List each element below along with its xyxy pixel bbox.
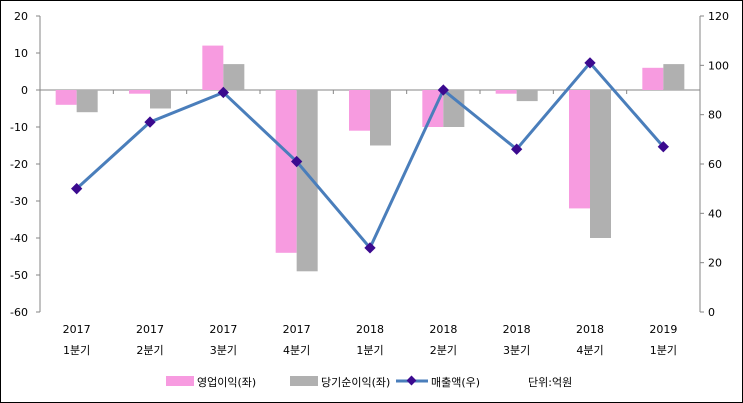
left-tick-label: -10: [10, 121, 28, 134]
legend: 영업이익(좌) 당기순이익(좌) 매출액(우) 단위:억원: [166, 375, 572, 389]
category-quarter-label: 1분기: [356, 344, 383, 357]
bar-net-income: [663, 64, 685, 90]
left-tick-label: 10: [14, 47, 28, 60]
revenue-marker: [511, 143, 523, 155]
left-tick-label: 20: [14, 10, 28, 23]
right-tick-label: 80: [708, 109, 722, 122]
bar-net-income: [516, 90, 538, 102]
left-tick-label: -30: [10, 195, 28, 208]
bar-operating-profit: [349, 90, 370, 131]
revenue-marker: [291, 155, 303, 168]
left-tick-label: -50: [10, 269, 28, 282]
bar-net-income: [443, 90, 465, 127]
bar-net-income: [296, 90, 318, 272]
bar-operating-profit: [202, 45, 224, 90]
right-tick-label: 40: [708, 207, 722, 220]
category-year-label: 2018: [356, 323, 384, 336]
category-quarter-label: 1분기: [650, 344, 677, 357]
category-year-label: 2017: [209, 323, 237, 336]
left-tick-label: 0: [21, 84, 28, 97]
category-year-label: 2018: [429, 323, 457, 336]
legend-marker-revenue: [406, 375, 417, 386]
right-tick-label: 100: [708, 59, 729, 72]
category-quarter-label: 4분기: [576, 344, 603, 357]
legend-swatch-net-income: [290, 376, 318, 386]
bar-net-income: [76, 90, 98, 113]
left-tick-label: -40: [10, 232, 28, 245]
legend-label-revenue: 매출액(우): [431, 376, 480, 389]
category-quarter-label: 3분기: [210, 344, 237, 357]
category-quarter-label: 2분기: [430, 344, 457, 357]
category-quarter-label: 4분기: [283, 344, 310, 357]
legend-label-operating-profit: 영업이익(좌): [197, 376, 256, 389]
category-year-label: 2017: [283, 323, 311, 336]
left-tick-label: -20: [10, 158, 28, 171]
revenue-marker: [364, 242, 376, 254]
right-tick-label: 60: [708, 158, 722, 171]
left-tick-label: -60: [10, 306, 28, 319]
bar-net-income: [223, 64, 245, 90]
bar-operating-profit: [495, 90, 517, 94]
legend-swatch-operating-profit: [166, 376, 194, 386]
bar-operating-profit: [642, 67, 664, 90]
bar-net-income: [150, 90, 171, 109]
category-year-label: 2017: [63, 323, 91, 336]
bar-operating-profit: [55, 90, 77, 105]
right-tick-label: 20: [708, 257, 722, 270]
unit-note: 단위:억원: [528, 376, 572, 389]
legend-label-net-income: 당기순이익(좌): [321, 376, 390, 389]
revenue-marker: [657, 141, 669, 153]
category-year-label: 2018: [503, 323, 531, 336]
category-quarter-label: 3분기: [503, 344, 530, 357]
category-quarter-label: 2분기: [136, 344, 163, 357]
bar-operating-profit: [129, 90, 150, 94]
right-tick-label: 0: [708, 306, 715, 319]
category-quarter-label: 1분기: [63, 344, 90, 357]
bar-operating-profit: [275, 90, 297, 253]
bar-operating-profit: [569, 90, 590, 209]
right-tick-label: 120: [708, 10, 729, 23]
bar-net-income: [590, 90, 611, 238]
category-year-label: 2017: [136, 323, 164, 336]
category-year-label: 2018: [576, 323, 604, 336]
revenue-marker: [584, 57, 596, 69]
bar-net-income: [370, 90, 391, 146]
category-year-label: 2019: [649, 323, 677, 336]
